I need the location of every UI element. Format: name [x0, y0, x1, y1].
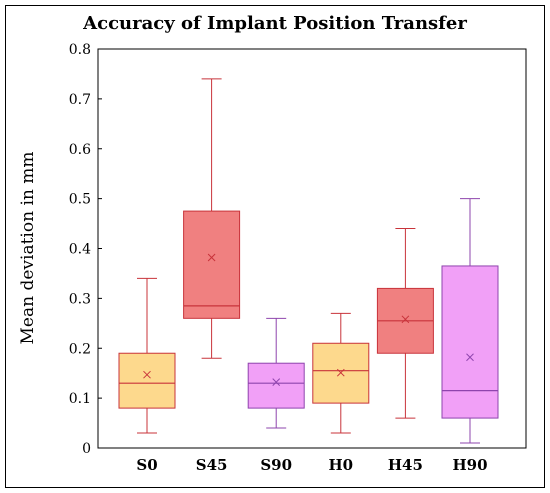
x-axis-labels: S0 S45 S90 H0 H45 H90	[136, 456, 487, 474]
boxes-layer	[118, 78, 499, 444]
box-h45	[376, 228, 434, 419]
x-tick-label: H45	[388, 456, 423, 474]
y-tick-label: 0.6	[69, 142, 91, 158]
y-tick-label: 0.3	[69, 291, 91, 307]
mean-marker	[143, 370, 151, 379]
y-tick-label: 0.5	[69, 192, 91, 208]
mean-marker	[272, 378, 281, 387]
mean-marker	[207, 253, 216, 262]
box-h0	[312, 312, 370, 434]
y-axis-label: Mean deviation in mm	[18, 152, 38, 345]
y-tick-label: 0	[82, 441, 91, 457]
x-tick-label: S0	[136, 456, 157, 474]
y-tick-label: 0.1	[69, 391, 91, 407]
x-tick-label: S45	[196, 456, 228, 474]
mean-marker	[336, 368, 345, 377]
chart-title: Accuracy of Implant Position Transfer	[82, 13, 467, 34]
box-s0	[118, 277, 176, 434]
x-tick-label: H0	[328, 456, 353, 474]
mean-marker	[466, 353, 474, 362]
y-axis-ticks: 0 0.1 0.2 0.3 0.4 0.5 0.6 0.7 0.8	[69, 42, 102, 457]
iqr-box	[441, 265, 499, 419]
iqr-box	[247, 362, 305, 409]
y-tick-label: 0.4	[69, 242, 91, 258]
y-tick-label: 0.2	[69, 341, 91, 357]
y-tick-label: 0.8	[69, 42, 91, 58]
iqr-box	[183, 210, 241, 319]
x-tick-label: S90	[260, 456, 292, 474]
mean-marker	[401, 315, 410, 324]
y-tick-label: 0.7	[69, 92, 91, 108]
x-tick-label: H90	[452, 456, 487, 474]
box-s45	[183, 78, 241, 359]
iqr-box	[118, 352, 176, 409]
box-h90	[441, 198, 499, 444]
box-s90	[247, 317, 305, 429]
